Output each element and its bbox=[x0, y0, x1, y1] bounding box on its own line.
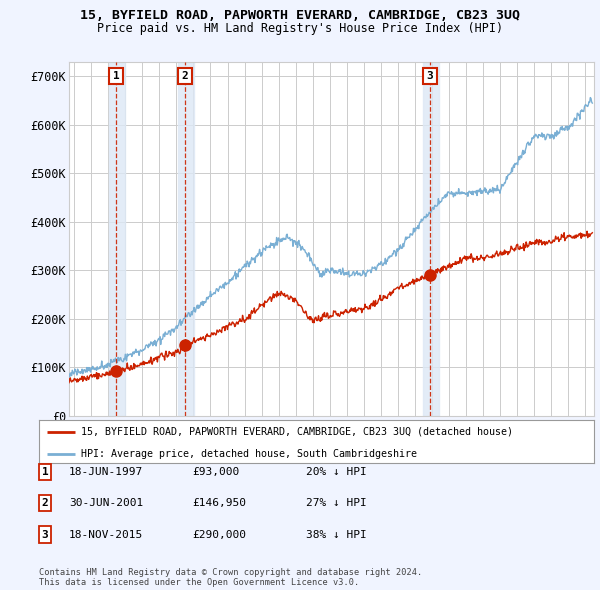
Text: Price paid vs. HM Land Registry's House Price Index (HPI): Price paid vs. HM Land Registry's House … bbox=[97, 22, 503, 35]
Text: 18-JUN-1997: 18-JUN-1997 bbox=[69, 467, 143, 477]
Text: £93,000: £93,000 bbox=[192, 467, 239, 477]
Text: £290,000: £290,000 bbox=[192, 530, 246, 539]
Text: 1: 1 bbox=[113, 71, 119, 81]
Text: 27% ↓ HPI: 27% ↓ HPI bbox=[306, 499, 367, 508]
Text: Contains HM Land Registry data © Crown copyright and database right 2024.
This d: Contains HM Land Registry data © Crown c… bbox=[39, 568, 422, 587]
Text: 15, BYFIELD ROAD, PAPWORTH EVERARD, CAMBRIDGE, CB23 3UQ (detached house): 15, BYFIELD ROAD, PAPWORTH EVERARD, CAMB… bbox=[80, 427, 512, 437]
Text: 2: 2 bbox=[41, 499, 49, 508]
Text: HPI: Average price, detached house, South Cambridgeshire: HPI: Average price, detached house, Sout… bbox=[80, 448, 416, 458]
Bar bbox=[178, 62, 194, 416]
Text: 38% ↓ HPI: 38% ↓ HPI bbox=[306, 530, 367, 539]
Text: 15, BYFIELD ROAD, PAPWORTH EVERARD, CAMBRIDGE, CB23 3UQ: 15, BYFIELD ROAD, PAPWORTH EVERARD, CAMB… bbox=[80, 9, 520, 22]
Bar bbox=[423, 62, 439, 416]
Text: 2: 2 bbox=[182, 71, 188, 81]
Text: 30-JUN-2001: 30-JUN-2001 bbox=[69, 499, 143, 508]
Text: 1: 1 bbox=[41, 467, 49, 477]
Bar bbox=[109, 62, 125, 416]
Text: 3: 3 bbox=[41, 530, 49, 539]
Text: £146,950: £146,950 bbox=[192, 499, 246, 508]
Text: 3: 3 bbox=[427, 71, 433, 81]
Text: 20% ↓ HPI: 20% ↓ HPI bbox=[306, 467, 367, 477]
Text: 18-NOV-2015: 18-NOV-2015 bbox=[69, 530, 143, 539]
